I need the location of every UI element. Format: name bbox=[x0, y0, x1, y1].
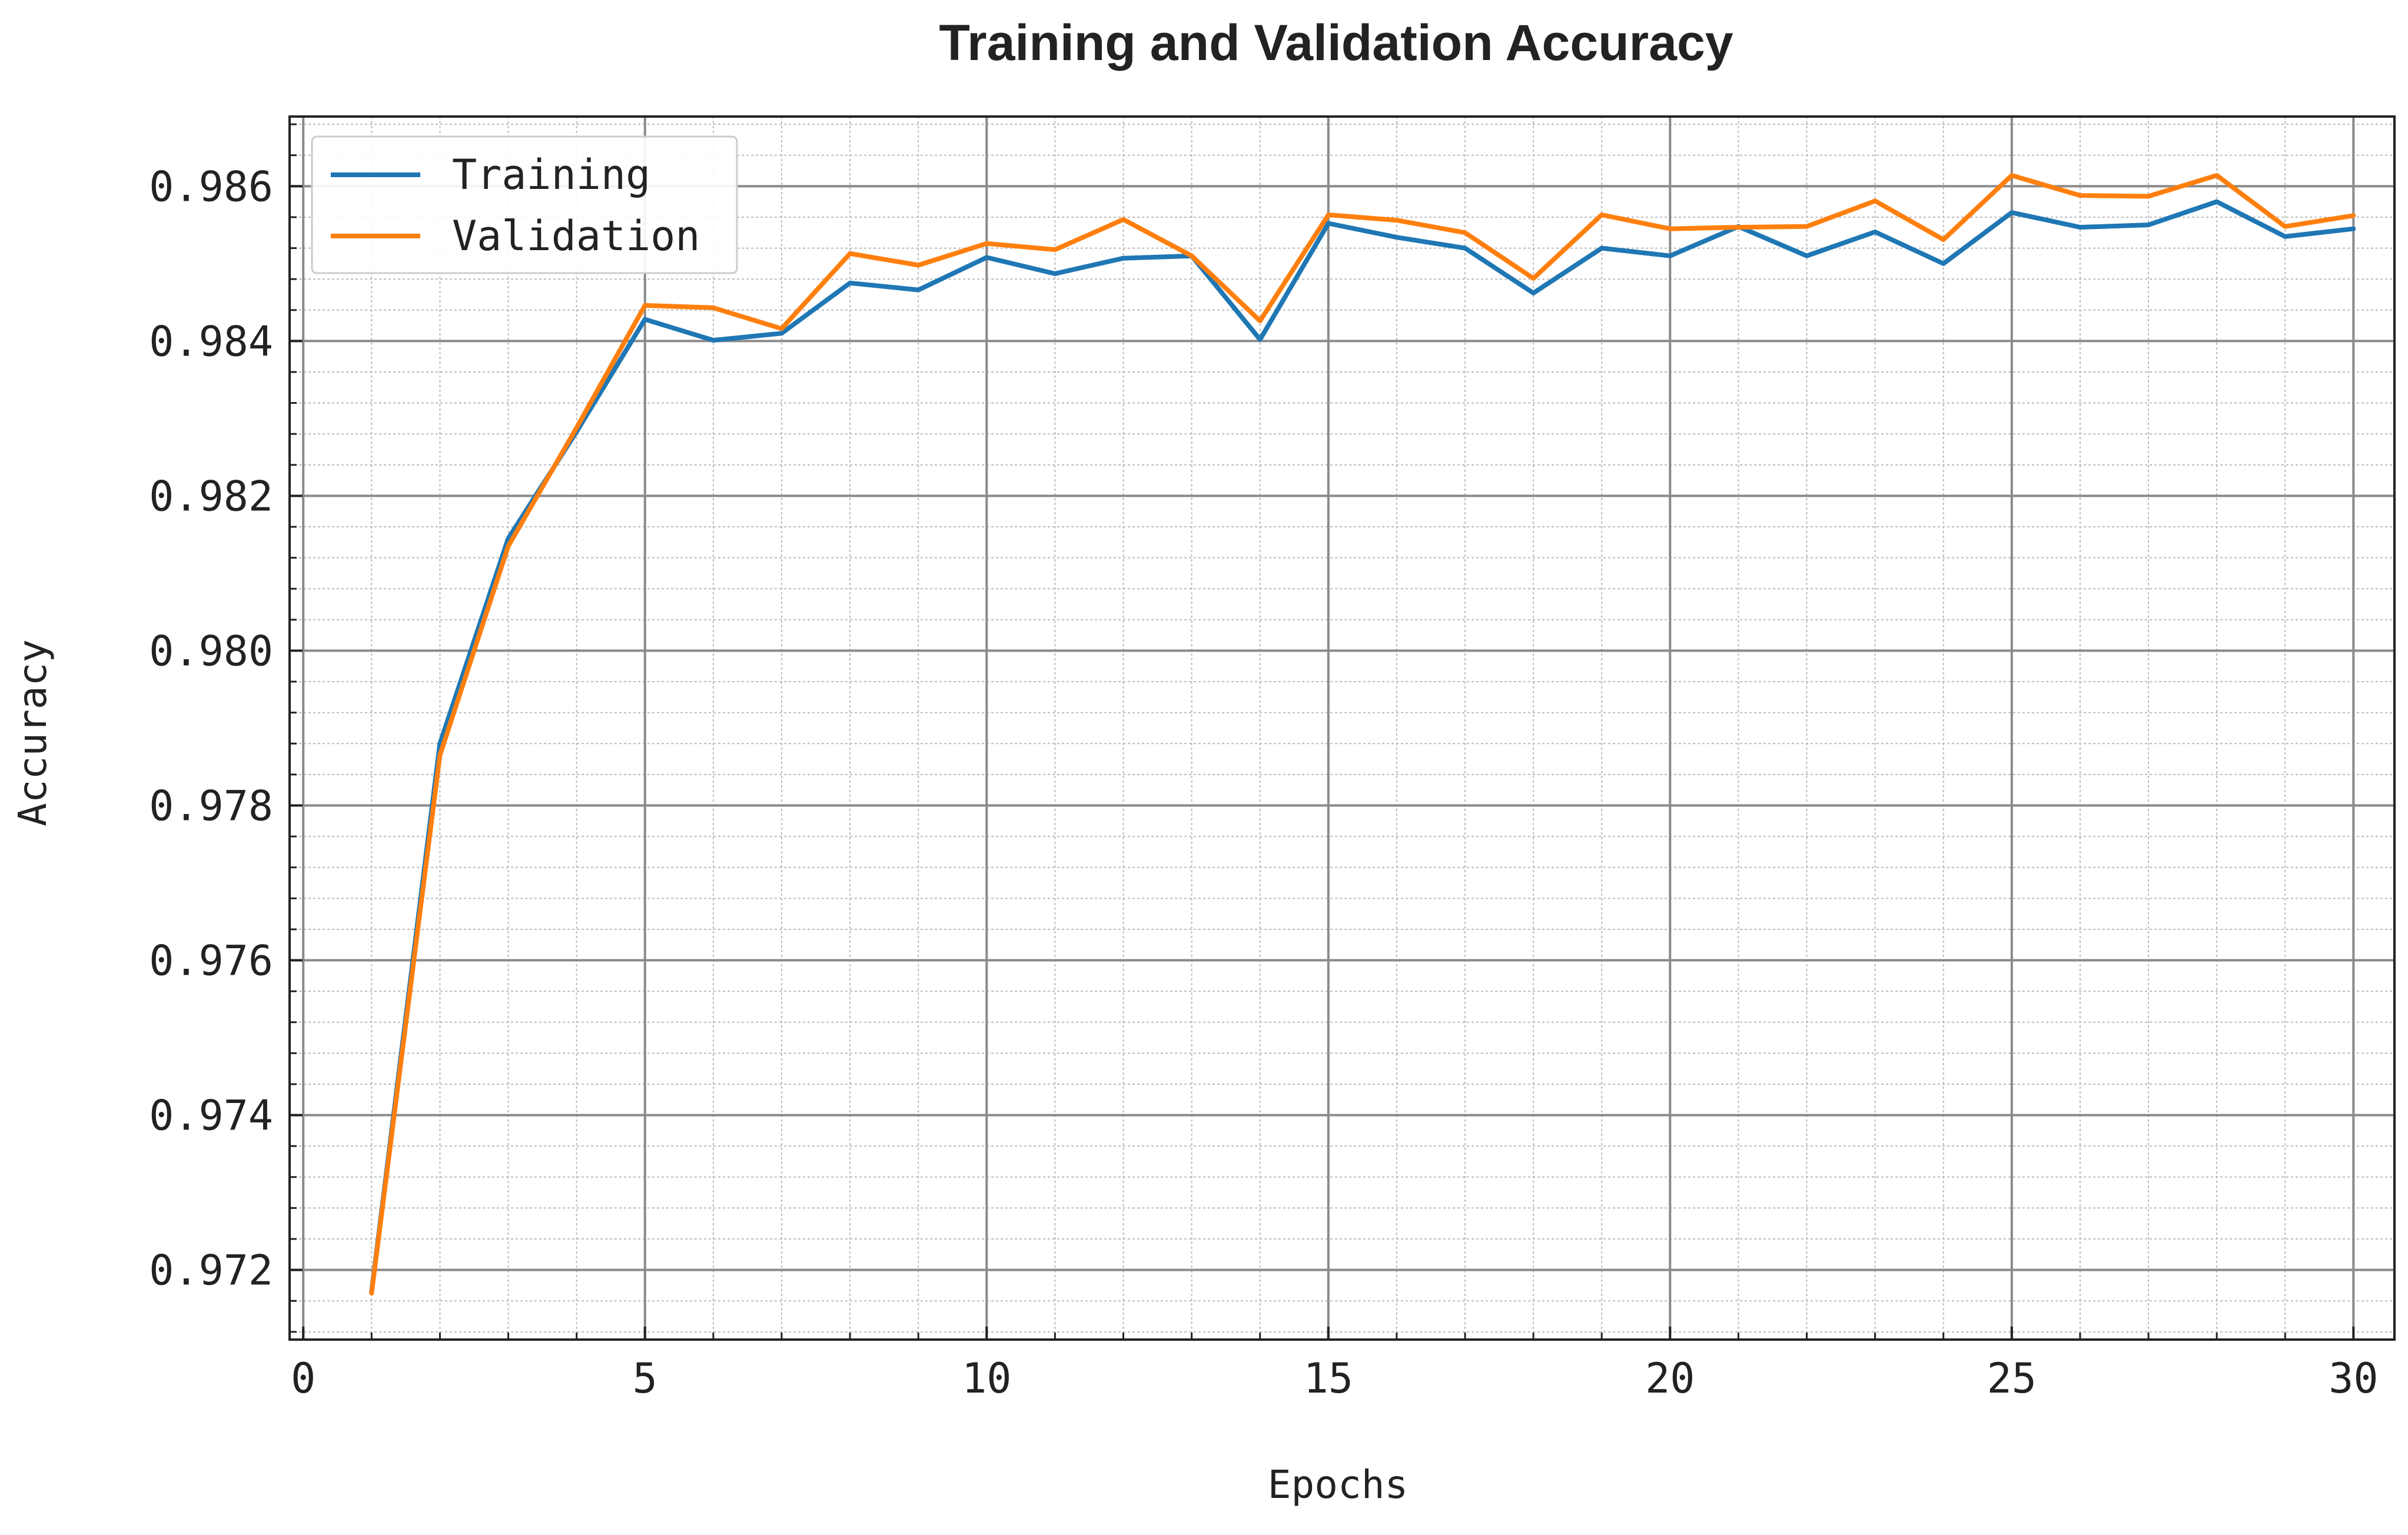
minor-grid bbox=[290, 117, 2394, 1340]
legend: Training Validation bbox=[311, 135, 738, 274]
chart-title: Training and Validation Accuracy bbox=[939, 15, 1733, 71]
x-tick-label: 30 bbox=[2329, 1354, 2378, 1403]
x-tick-label: 0 bbox=[291, 1354, 315, 1403]
legend-label-validation: Validation bbox=[452, 212, 700, 260]
y-tick-label: 0.980 bbox=[149, 627, 273, 675]
major-grid bbox=[290, 117, 2394, 1340]
axis-ticks bbox=[290, 123, 2355, 1340]
series-layer bbox=[369, 173, 2356, 1296]
x-tick-label: 25 bbox=[1987, 1354, 2037, 1403]
legend-box bbox=[311, 135, 738, 274]
plot-area-frame bbox=[288, 115, 2396, 1341]
series-line-validation bbox=[369, 173, 2356, 1296]
x-tick-label: 15 bbox=[1304, 1354, 1353, 1403]
axis-tick-labels: 0 5 10 15 20 25 30 0.972 0.974 0.976 0.978 0.980 0.9… bbox=[149, 162, 2378, 1403]
x-tick-label: 10 bbox=[962, 1354, 1011, 1403]
legend-label-training: Training bbox=[452, 151, 650, 199]
y-tick-label: 0.982 bbox=[149, 472, 273, 520]
x-tick-label: 20 bbox=[1645, 1354, 1695, 1403]
y-tick-label: 0.978 bbox=[149, 782, 273, 830]
y-axis-label: Accuracy bbox=[10, 639, 55, 826]
x-tick-label: 5 bbox=[633, 1354, 657, 1403]
y-tick-label: 0.986 bbox=[149, 162, 273, 211]
x-axis-label: Epochs bbox=[1268, 1462, 1408, 1507]
y-tick-label: 0.974 bbox=[149, 1092, 273, 1140]
y-tick-label: 0.976 bbox=[149, 937, 273, 985]
y-tick-label: 0.984 bbox=[149, 317, 273, 366]
series-line-training bbox=[369, 199, 2356, 1294]
y-tick-label: 0.972 bbox=[149, 1247, 273, 1295]
